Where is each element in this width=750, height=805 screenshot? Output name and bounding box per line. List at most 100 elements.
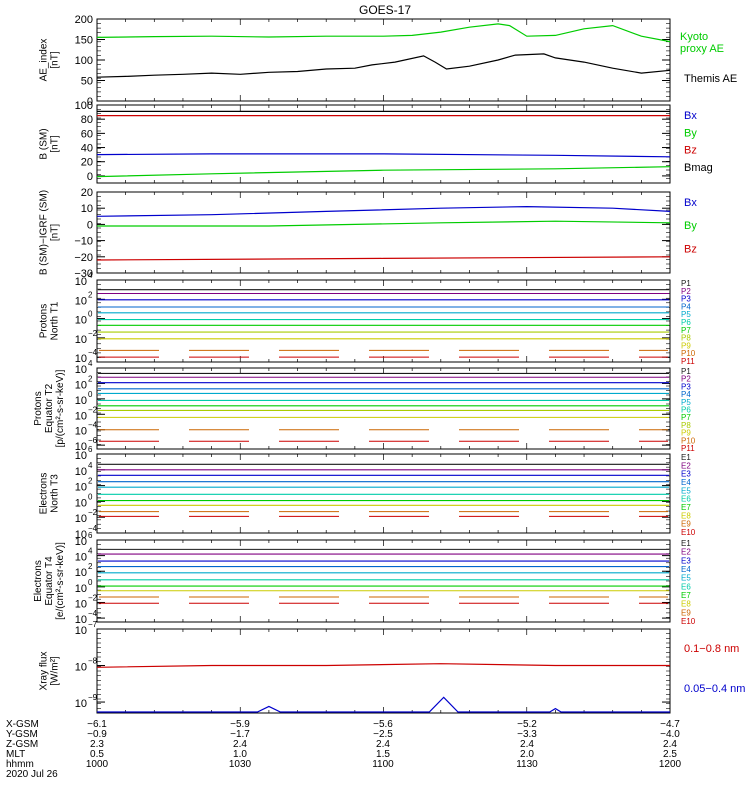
legend-entry: By bbox=[684, 127, 697, 139]
y-tick-label: 0 bbox=[87, 219, 93, 231]
panel-frame bbox=[96, 191, 671, 274]
legend-entry: 0.05−0.4 nm bbox=[684, 683, 745, 695]
y-axis-label: [e/(cm²-s-sr-keV)] bbox=[55, 542, 66, 620]
legend-entry: Bz bbox=[684, 243, 697, 255]
y-axis-label: Electrons bbox=[33, 560, 44, 602]
y-tick-label: 10 bbox=[75, 482, 87, 494]
y-tick-exponent: −4 bbox=[88, 524, 98, 533]
x-axis-value: −5.9 bbox=[230, 719, 250, 730]
x-axis-value: 0.5 bbox=[90, 749, 104, 760]
channel-label: E1 bbox=[681, 539, 691, 548]
y-tick-label: 100 bbox=[75, 55, 93, 67]
y-tick-label: 10 bbox=[75, 614, 87, 626]
y-axis-label: [nT] bbox=[50, 224, 61, 241]
channel-label: E1 bbox=[681, 453, 691, 462]
y-tick-label: 60 bbox=[81, 128, 93, 140]
y-tick-label: 10 bbox=[75, 410, 87, 422]
channel-label: P1 bbox=[681, 367, 691, 376]
x-axis-value: −0.9 bbox=[87, 729, 107, 740]
series-line-bx bbox=[96, 153, 671, 158]
channel-label: P9 bbox=[681, 341, 691, 350]
y-tick-label: 80 bbox=[81, 114, 93, 126]
channel-label: E7 bbox=[681, 591, 691, 600]
x-axis-value: 2.5 bbox=[663, 749, 677, 760]
y-tick-exponent: −4 bbox=[88, 348, 98, 357]
y-tick-label: 10 bbox=[75, 598, 87, 610]
y-tick-label: 10 bbox=[81, 203, 93, 215]
series-line-bz bbox=[96, 256, 671, 261]
channel-label: P2 bbox=[681, 375, 691, 384]
y-tick-exponent: 0 bbox=[88, 390, 93, 399]
channel-label: P6 bbox=[681, 318, 691, 327]
y-axis-label: Equator T4 bbox=[44, 556, 55, 606]
channel-label: E10 bbox=[681, 617, 696, 626]
series-line-kyoto bbox=[96, 23, 671, 43]
channel-label: E9 bbox=[681, 608, 691, 617]
y-tick-label: 10 bbox=[75, 698, 87, 710]
channel-label: E2 bbox=[681, 548, 691, 557]
series-line-bx bbox=[96, 205, 671, 217]
channel-label: E8 bbox=[681, 511, 691, 520]
channel-label: P11 bbox=[681, 357, 695, 366]
x-axis-row-label: hhmm bbox=[6, 759, 34, 770]
x-axis-value: 1000 bbox=[86, 759, 109, 770]
channel-label: P2 bbox=[681, 287, 691, 296]
y-axis-label: [nT] bbox=[50, 51, 61, 68]
x-axis-value: 2.4 bbox=[376, 739, 390, 750]
panel-frame bbox=[96, 628, 671, 714]
y-tick-exponent: 0 bbox=[88, 578, 93, 587]
channel-label: P9 bbox=[681, 429, 691, 438]
y-tick-exponent: 2 bbox=[88, 477, 93, 486]
x-axis-value: −6.1 bbox=[87, 719, 107, 730]
channel-label: P4 bbox=[681, 390, 691, 399]
channel-label: E6 bbox=[681, 495, 691, 504]
y-tick-exponent: −8 bbox=[88, 657, 98, 666]
panel-frame bbox=[96, 18, 671, 102]
x-axis-value: −3.3 bbox=[517, 729, 537, 740]
channel-label: P4 bbox=[681, 302, 691, 311]
channel-label: E5 bbox=[681, 574, 691, 583]
legend-entry: Bz bbox=[684, 145, 697, 157]
legend-entry: Bx bbox=[684, 197, 697, 209]
channel-label: E8 bbox=[681, 600, 691, 609]
channel-label: P6 bbox=[681, 406, 691, 415]
channel-label: E4 bbox=[681, 565, 691, 574]
y-tick-label: 10 bbox=[75, 276, 87, 288]
y-tick-exponent: 4 bbox=[88, 359, 93, 368]
y-axis-label: Electrons bbox=[39, 473, 50, 515]
channel-label: P1 bbox=[681, 279, 691, 288]
chart-title: GOES-17 bbox=[359, 3, 411, 17]
legend-entry: proxy AE bbox=[680, 43, 724, 55]
series-line-by bbox=[96, 166, 671, 178]
y-tick-label: 10 bbox=[75, 583, 87, 595]
panel-frame bbox=[96, 104, 671, 184]
x-axis-value: 1100 bbox=[372, 759, 394, 770]
y-tick-label: 100 bbox=[75, 100, 93, 112]
x-axis-value: −4.7 bbox=[660, 719, 680, 730]
y-tick-label: 10 bbox=[75, 552, 87, 564]
y-tick-label: −10 bbox=[74, 236, 93, 248]
x-axis-value: 2.4 bbox=[663, 739, 677, 750]
y-tick-label: −30 bbox=[74, 268, 93, 280]
y-tick-exponent: 2 bbox=[88, 374, 93, 383]
y-axis-label: Equator T2 bbox=[44, 383, 55, 433]
channel-label: P7 bbox=[681, 326, 691, 335]
y-tick-label: 20 bbox=[81, 187, 93, 199]
series-line-themis-ae bbox=[96, 53, 671, 78]
y-tick-exponent: −6 bbox=[88, 436, 98, 445]
y-tick-label: 150 bbox=[75, 35, 93, 47]
y-axis-label: Protons bbox=[39, 304, 50, 338]
legend-entry: By bbox=[684, 220, 697, 232]
channel-label: P8 bbox=[681, 334, 691, 343]
legend-entry: Themis AE bbox=[684, 73, 737, 85]
x-axis-value: 2.3 bbox=[90, 739, 104, 750]
channel-label: P5 bbox=[681, 310, 691, 319]
y-axis-label: North T1 bbox=[50, 301, 61, 340]
y-tick-label: 10 bbox=[75, 536, 87, 548]
x-axis-value: 1.5 bbox=[376, 749, 390, 760]
y-tick-exponent: −2 bbox=[88, 593, 98, 602]
panel-frame bbox=[96, 539, 671, 623]
y-tick-label: 10 bbox=[75, 625, 87, 637]
x-axis-value: −5.6 bbox=[373, 719, 393, 730]
y-tick-label: 10 bbox=[75, 315, 87, 327]
